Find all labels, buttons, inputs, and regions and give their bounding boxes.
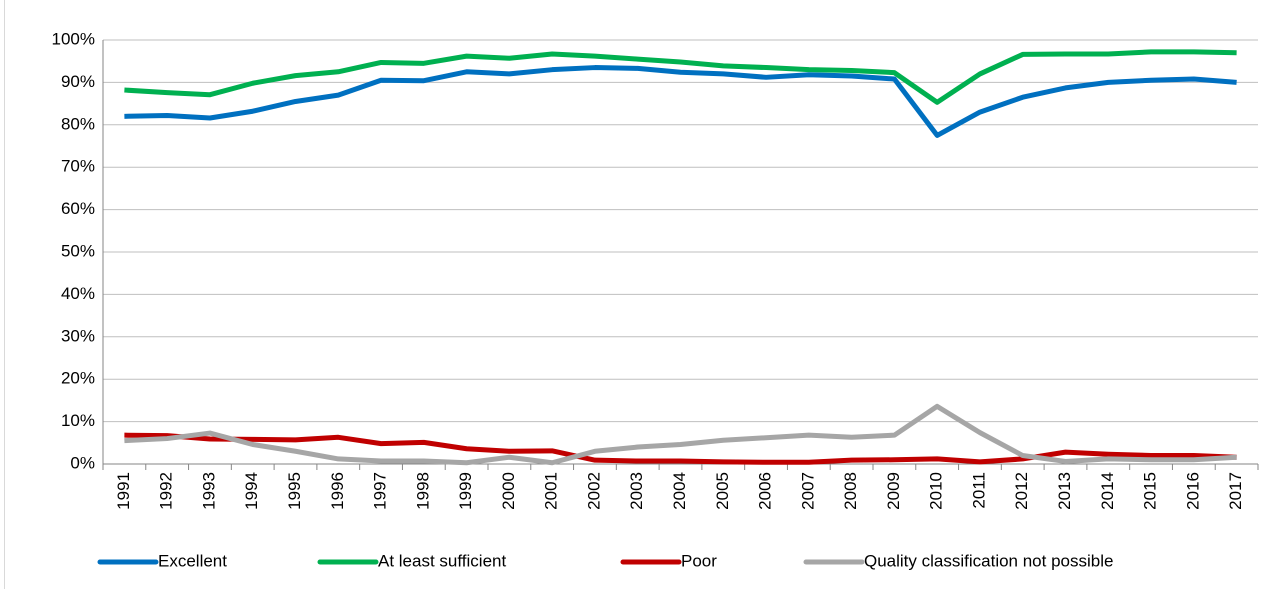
y-tick-label: 80% bbox=[61, 114, 95, 133]
series-line bbox=[124, 49, 1237, 105]
x-tick-label: 2001 bbox=[542, 472, 561, 510]
y-tick-label: 0% bbox=[70, 453, 95, 472]
x-tick-label: 2016 bbox=[1183, 472, 1202, 510]
x-tick-label: 2007 bbox=[798, 472, 817, 510]
x-tick-label: 2005 bbox=[713, 472, 732, 510]
series-line bbox=[124, 65, 1237, 138]
y-tick-label: 100% bbox=[52, 29, 95, 48]
x-tick-label: 2014 bbox=[1098, 472, 1117, 510]
legend-label: At least sufficient bbox=[378, 551, 506, 570]
x-tick-label: 2000 bbox=[499, 472, 518, 510]
legend-label: Excellent bbox=[158, 551, 227, 570]
x-tick-label: 2009 bbox=[884, 472, 903, 510]
x-tick-label: 2004 bbox=[670, 472, 689, 510]
y-tick-label: 20% bbox=[61, 369, 95, 388]
legend-label: Quality classification not possible bbox=[864, 551, 1113, 570]
x-tick-label: 2002 bbox=[584, 472, 603, 510]
x-tick-label: 1995 bbox=[285, 472, 304, 510]
y-tick-label: 70% bbox=[61, 157, 95, 176]
y-tick-label: 50% bbox=[61, 241, 95, 260]
x-tick-label: 1997 bbox=[371, 472, 390, 510]
x-tick-label: 2012 bbox=[1012, 472, 1031, 510]
x-tick-label: 1992 bbox=[157, 472, 176, 510]
legend-label: Poor bbox=[681, 551, 717, 570]
x-tick-label: 1999 bbox=[456, 472, 475, 510]
y-tick-label: 10% bbox=[61, 411, 95, 430]
y-tick-label: 90% bbox=[61, 72, 95, 91]
x-tick-label: 2008 bbox=[841, 472, 860, 510]
y-tick-label: 60% bbox=[61, 199, 95, 218]
x-tick-label: 1998 bbox=[413, 472, 432, 510]
y-tick-label: 30% bbox=[61, 326, 95, 345]
x-tick-label: 1994 bbox=[242, 472, 261, 510]
x-tick-label: 2006 bbox=[756, 472, 775, 510]
x-tick-label: 1993 bbox=[199, 472, 218, 510]
x-tick-label: 1996 bbox=[328, 472, 347, 510]
series-line bbox=[124, 403, 1237, 466]
x-tick-label: 2003 bbox=[627, 472, 646, 510]
x-tick-label: 1991 bbox=[114, 472, 133, 510]
x-tick-label: 2010 bbox=[927, 472, 946, 510]
x-tick-label: 2013 bbox=[1055, 472, 1074, 510]
x-tick-label: 2011 bbox=[969, 472, 988, 509]
y-tick-label: 40% bbox=[61, 284, 95, 303]
x-tick-label: 2015 bbox=[1141, 472, 1160, 510]
series-line bbox=[124, 432, 1237, 465]
x-tick-label: 2017 bbox=[1226, 472, 1245, 510]
